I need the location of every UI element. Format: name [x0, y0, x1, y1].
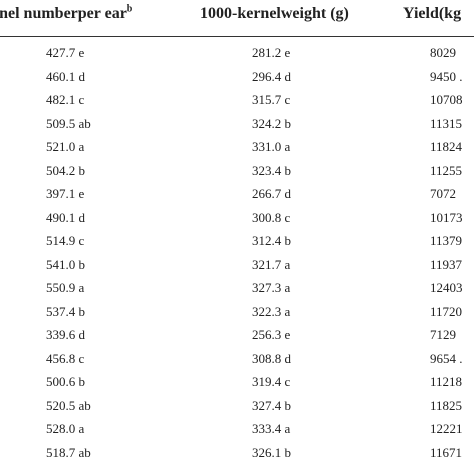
cell-kernel-weight: 312.4 b — [252, 233, 291, 248]
table-row: 514.9 c 312.4 b 11379 — [0, 230, 474, 254]
cell-kernel-weight: 321.7 a — [252, 256, 291, 272]
cell-kernel-weight: 333.4 a — [252, 421, 291, 436]
cell-kernel-number: 339.6 d — [46, 327, 85, 342]
cell-kernel-weight: 324.2 b — [252, 115, 291, 131]
cell-kernel-number: 528.0 a — [46, 421, 85, 436]
cell-kernel-weight: 322.3 a — [252, 303, 291, 319]
cell-kernel-weight: 308.8 d — [252, 350, 291, 366]
cell-yield: 11937 — [430, 256, 463, 272]
cell-kernel-weight: 327.3 a — [252, 280, 291, 295]
footnote-marker: b — [126, 3, 133, 15]
header-divider — [0, 36, 474, 37]
cell-kernel-weight: 326.1 b — [252, 444, 291, 460]
cell-kernel-number: 460.1 d — [46, 68, 85, 84]
cell-kernel-number: 500.6 b — [46, 374, 85, 389]
cell-yield: 12221 — [430, 421, 463, 436]
cell-kernel-weight: 266.7 d — [252, 186, 291, 201]
cell-yield: 11671 — [430, 444, 463, 460]
table-row: 460.1 d 296.4 d 9450 . — [0, 66, 474, 90]
cell-kernel-number: 490.1 d — [46, 209, 85, 225]
cell-kernel-number: 514.9 c — [46, 233, 85, 248]
cell-kernel-weight: 296.4 d — [252, 68, 291, 84]
cell-yield: 11720 — [430, 303, 463, 319]
table-row: 520.5 ab 327.4 b 11825 — [0, 395, 474, 419]
table-row: 490.1 d 300.8 c 10173 — [0, 207, 474, 231]
table-row: 509.5 ab 324.2 b 11315 — [0, 113, 474, 137]
cell-yield: 10173 — [430, 209, 463, 225]
cell-kernel-number: 521.0 a — [46, 139, 85, 154]
header-kernel-weight: 1000-kernelweight (g) — [200, 5, 349, 22]
cell-kernel-weight: 327.4 b — [252, 397, 291, 413]
cell-kernel-number: 504.2 b — [46, 162, 85, 178]
table-row: 339.6 d 256.3 e 7129 — [0, 324, 474, 348]
table-row: 456.8 c 308.8 d 9654 . — [0, 348, 474, 372]
cell-yield: 11379 — [430, 233, 463, 248]
cell-kernel-number: 520.5 ab — [46, 397, 91, 413]
table-row: 521.0 a 331.0 a 11824 — [0, 136, 474, 160]
cell-yield: 7072 — [430, 186, 456, 201]
cell-kernel-weight: 323.4 b — [252, 162, 291, 178]
cell-yield: 11825 — [430, 397, 463, 413]
table-row: 537.4 b 322.3 a 11720 — [0, 301, 474, 325]
cell-kernel-number: 482.1 c — [46, 92, 85, 107]
cell-kernel-number: 509.5 ab — [46, 115, 91, 131]
cell-yield: 11218 — [430, 374, 463, 389]
cell-yield: 11255 — [430, 162, 463, 178]
cell-kernel-number: 397.1 e — [46, 186, 85, 201]
table-row: 427.7 e 281.2 e 8029 — [0, 42, 474, 66]
header-kernel-number: rnel numberper earb — [0, 3, 133, 22]
cell-yield: 9654 . — [430, 350, 463, 366]
cell-kernel-number: 427.7 e — [46, 45, 85, 60]
cell-yield: 11824 — [430, 139, 463, 154]
table-row: 504.2 b 323.4 b 11255 — [0, 160, 474, 184]
cell-kernel-number: 541.0 b — [46, 256, 85, 272]
cell-yield: 7129 — [430, 327, 456, 342]
cell-kernel-number: 550.9 a — [46, 280, 85, 295]
table-row: 482.1 c 315.7 c 10708 — [0, 89, 474, 113]
cell-yield: 11315 — [430, 115, 463, 131]
cell-kernel-weight: 256.3 e — [252, 327, 291, 342]
table-row: 528.0 a 333.4 a 12221 — [0, 418, 474, 442]
cell-kernel-weight: 331.0 a — [252, 139, 291, 154]
cell-kernel-weight: 315.7 c — [252, 92, 291, 107]
cell-kernel-number: 456.8 c — [46, 350, 85, 366]
table-row: 518.7 ab 326.1 b 11671 — [0, 442, 474, 466]
cell-yield: 10708 — [430, 92, 463, 107]
cell-yield: 8029 — [430, 45, 456, 60]
cell-kernel-weight: 300.8 c — [252, 209, 291, 225]
cell-kernel-weight: 319.4 c — [252, 374, 291, 389]
table-row: 500.6 b 319.4 c 11218 — [0, 371, 474, 395]
table-row: 550.9 a 327.3 a 12403 — [0, 277, 474, 301]
cell-kernel-number: 518.7 ab — [46, 444, 91, 460]
cell-kernel-number: 537.4 b — [46, 303, 85, 319]
cell-yield: 12403 — [430, 280, 463, 295]
table-row: 541.0 b 321.7 a 11937 — [0, 254, 474, 278]
cell-yield: 9450 . — [430, 68, 463, 84]
table-header-row: rnel numberper earb 1000-kernelweight (g… — [0, 0, 474, 36]
table-body: 427.7 e 281.2 e 8029 460.1 d 296.4 d 9450 . 48… — [0, 42, 474, 465]
cell-kernel-weight: 281.2 e — [252, 45, 291, 60]
header-yield: Yield(kg — [403, 5, 462, 22]
table-row: 397.1 e 266.7 d 7072 — [0, 183, 474, 207]
